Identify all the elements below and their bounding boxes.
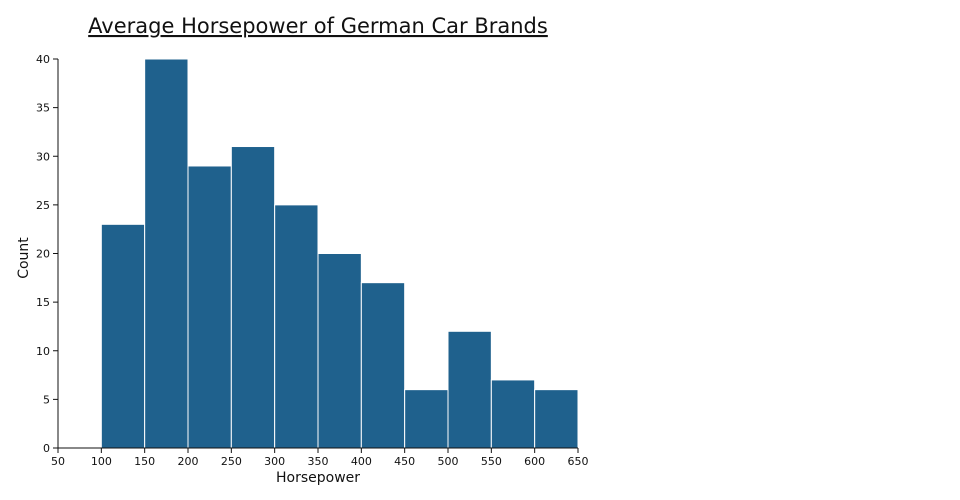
x-axis-label: Horsepower: [276, 470, 360, 486]
y-tick-label-25: 25: [36, 199, 50, 212]
y-tick-label-40: 40: [36, 53, 50, 66]
bar-600-650: [534, 389, 579, 449]
bar-200-250: [187, 165, 232, 449]
y-tick-label-20: 20: [36, 248, 50, 261]
x-tick-label-350: 350: [308, 455, 329, 468]
x-axis: 50 100 150 200 250 300 350 400 450 500 550 600 650: [51, 447, 589, 468]
bar-350-400: [317, 253, 362, 449]
bar-300-350: [274, 204, 319, 449]
bar-500-550: [447, 330, 492, 449]
bar-400-450: [360, 282, 406, 449]
bar-100-150: [100, 223, 146, 449]
y-tick-label-15: 15: [36, 296, 50, 309]
y-tick-label-30: 30: [36, 150, 50, 163]
x-tick-label-50: 50: [51, 455, 65, 468]
y-tick-label-35: 35: [36, 102, 50, 115]
x-tick-label-250: 250: [221, 455, 242, 468]
bar-450-500: [404, 389, 449, 449]
y-tick-label-10: 10: [36, 345, 50, 358]
x-tick-label-500: 500: [438, 455, 459, 468]
bar-150-200: [144, 58, 189, 449]
x-tick-label-600: 600: [524, 455, 545, 468]
y-tick-label-5: 5: [43, 393, 50, 406]
y-axis-label: Count: [16, 237, 32, 279]
x-tick-label-300: 300: [264, 455, 285, 468]
x-tick-label-400: 400: [351, 455, 372, 468]
bar-550-600: [490, 379, 536, 449]
y-tick-label-0: 0: [43, 442, 50, 455]
x-tick-label-200: 200: [178, 455, 199, 468]
y-axis: 0 5 10 15 20 25 30 35 40: [36, 53, 59, 455]
x-tick-label-650: 650: [568, 455, 589, 468]
x-tick-label-450: 450: [394, 455, 415, 468]
x-tick-label-150: 150: [134, 455, 155, 468]
chart-title: Average Horsepower of German Car Brands: [88, 14, 548, 38]
bars-group: [100, 58, 579, 449]
x-tick-label-550: 550: [481, 455, 502, 468]
bar-250-300: [230, 146, 276, 449]
x-tick-label-100: 100: [91, 455, 112, 468]
